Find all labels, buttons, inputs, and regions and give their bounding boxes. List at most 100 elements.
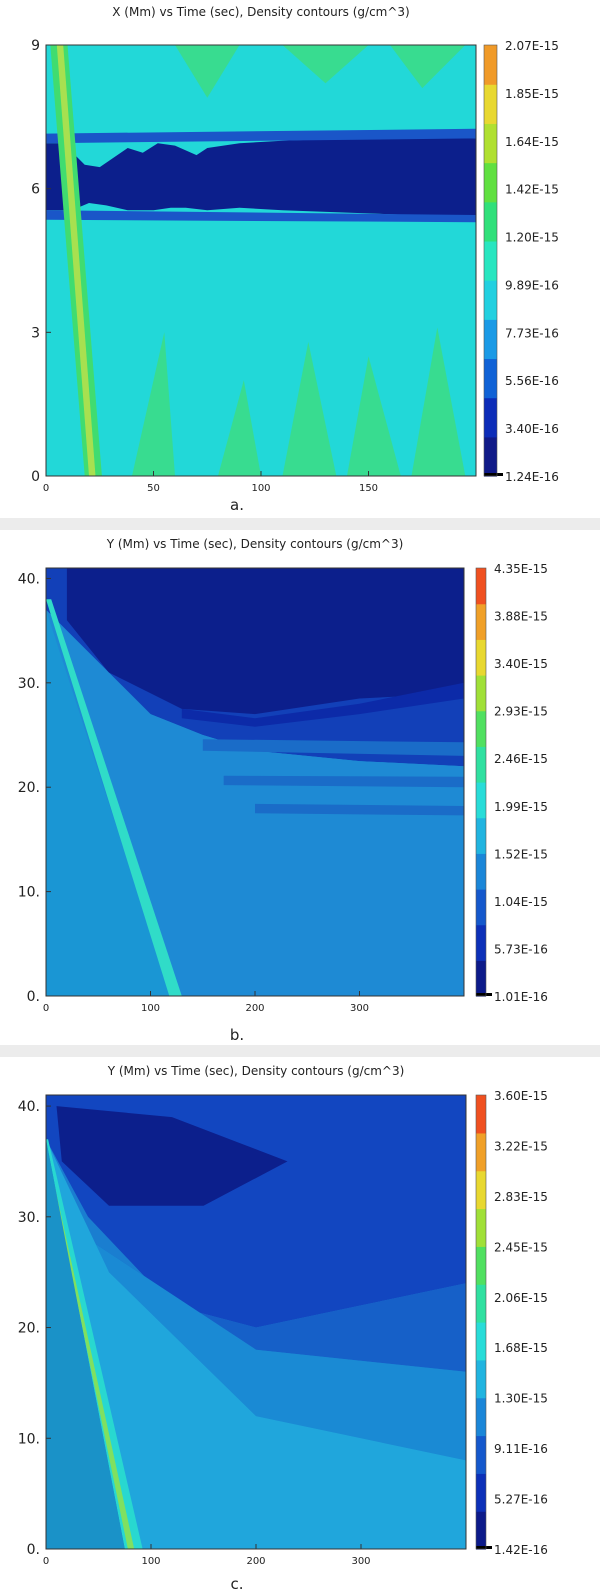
colorbar-segment [476,1246,486,1285]
colorbar-label: 3.22E-15 [494,1139,548,1153]
colorbar-segment [476,1322,486,1361]
y-tick-label: 10. [18,1431,40,1447]
y-tick-label: 0. [27,1542,40,1558]
contour-region [46,210,476,223]
colorbar-segment [484,162,497,203]
contour-region [46,128,476,144]
y-tick-label: 9 [31,38,40,54]
chart-b: Y (Mm) vs Time (sec), Density contours (… [18,537,548,1044]
colorbar-segment [476,1284,486,1323]
colorbar-segment [476,675,486,712]
colorbar-frame [483,44,498,477]
colorbar-label: 1.24E-16 [505,470,559,484]
contour-region [46,609,464,996]
colorbar-segment [476,817,486,854]
colorbar-segment [476,889,486,926]
colorbar-label: 2.46E-15 [494,752,548,766]
colorbar-label: 9.11E-16 [494,1442,548,1456]
contour-region [46,1150,135,1549]
density-regions [46,568,464,996]
colorbar-label: 5.73E-16 [494,942,548,956]
colorbar-min-marker [484,473,503,476]
colorbar-segment [476,1132,486,1172]
contour-region [88,1239,466,1372]
y-tick-label: 0. [27,989,40,1005]
contour-region [411,327,466,476]
colorbar-label: 3.60E-15 [494,1089,548,1103]
colorbar-segment [484,45,497,85]
colorbar-label: 2.93E-15 [494,705,548,719]
panel-separator [0,1045,600,1057]
x-tick-label: 300 [351,1556,370,1567]
colorbar-segment [484,123,497,164]
colorbar-min-marker [476,993,492,996]
x-tick-label: 100 [141,1003,160,1014]
contour-region [255,803,464,816]
density-regions [46,1095,466,1549]
colorbar-label: 2.45E-15 [494,1240,548,1254]
chart-title: X (Mm) vs Time (sec), Density contours (… [112,5,409,19]
panel-b: Y (Mm) vs Time (sec), Density contours (… [0,530,600,1045]
contour-region [347,356,401,476]
x-tick-label: 0 [43,1003,49,1014]
x-tick-label: 50 [147,483,160,494]
colorbar-segment [484,84,497,124]
colorbar-segment [484,397,497,438]
colorbar-label: 1.42E-16 [494,1543,548,1557]
colorbar-segment [476,924,486,961]
contour-region [88,1239,466,1461]
y-tick-label: 10. [18,885,40,901]
colorbar-segment [476,746,486,783]
y-tick-label: 6 [31,182,40,198]
colorbar-segment [476,639,486,676]
contour-region [56,1106,288,1206]
y-tick-label: 20. [18,780,40,796]
contour-region [390,45,466,89]
colorbar-label: 1.01E-16 [494,990,548,1004]
colorbar-segment [484,358,497,399]
x-tick-label: 0 [43,1556,49,1567]
contour-region [132,332,175,476]
contour-region [218,380,261,476]
colorbar-segment [476,1359,486,1399]
colorbar-segment [476,1170,486,1210]
colorbar-segment [476,603,486,640]
colorbar-segment [476,1473,486,1512]
colorbar-label: 2.06E-15 [494,1291,548,1305]
colorbar-label: 1.85E-15 [505,87,559,101]
colorbar-label: 2.83E-15 [494,1190,548,1204]
colorbar-label: 5.27E-16 [494,1493,548,1507]
chart-a: X (Mm) vs Time (sec), Density contours (… [31,5,559,514]
colorbar-label: 1.99E-15 [494,800,548,814]
contour-region [46,1139,466,1549]
x-tick-label: 200 [246,1556,265,1567]
colorbar-segment [476,1397,486,1437]
colorbar-segment [476,1511,486,1550]
colorbar-label: 1.68E-15 [494,1341,548,1355]
y-tick-label: 40. [18,571,40,587]
contour-region [175,45,240,98]
contour-region [46,599,182,996]
x-tick-label: 100 [251,483,270,494]
colorbar-segment [484,319,497,360]
colorbar-segment [476,1435,486,1474]
y-tick-label: 20. [18,1321,40,1337]
x-tick-label: 100 [141,1556,160,1567]
colorbar-label: 1.30E-15 [494,1392,548,1406]
chart-title: Y (Mm) vs Time (sec), Density contours (… [107,1064,405,1078]
colorbar-label: 1.42E-15 [505,183,559,197]
y-tick-label: 40. [18,1099,40,1115]
colorbar-frame [475,567,487,997]
contour-region [223,775,464,788]
x-tick-label: 200 [245,1003,264,1014]
colorbar-segment [476,960,486,997]
y-tick-label: 30. [18,676,40,692]
panel-a: X (Mm) vs Time (sec), Density contours (… [0,0,600,518]
colorbar-label: 7.73E-16 [505,326,559,340]
y-tick-label: 30. [18,1210,40,1226]
colorbar-segment [476,710,486,747]
contour-region [282,45,369,84]
colorbar-segment [484,201,497,242]
chart-title: Y (Mm) vs Time (sec), Density contours (… [106,537,404,551]
contour-region [282,341,337,476]
